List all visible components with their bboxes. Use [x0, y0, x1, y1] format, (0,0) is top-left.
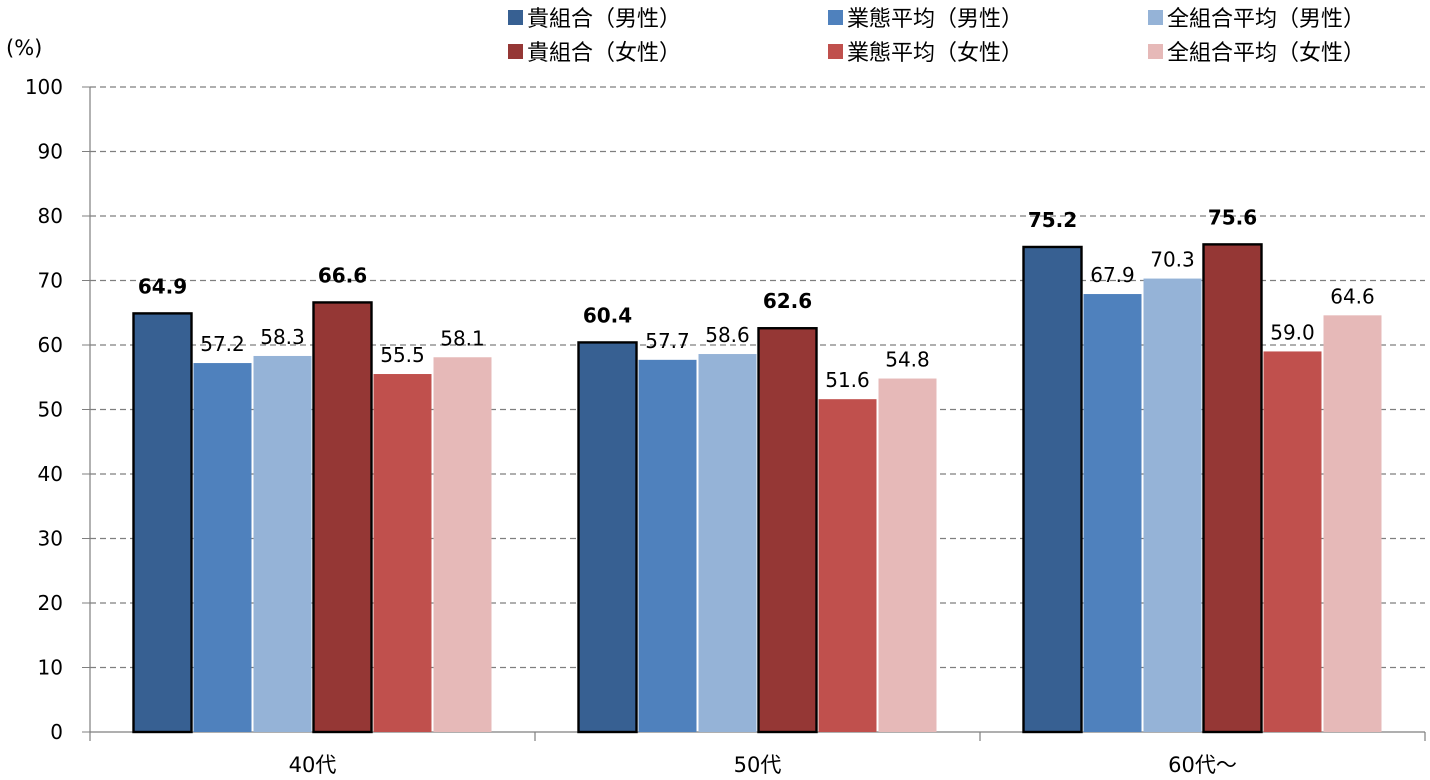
bar	[1143, 278, 1202, 732]
bar	[433, 357, 492, 732]
legend-swatch	[828, 43, 843, 59]
data-label: 54.8	[885, 348, 930, 372]
data-label: 64.9	[138, 274, 187, 298]
legend-label: 貴組合（女性）	[527, 41, 682, 66]
bar	[1202, 243, 1263, 734]
legend-item: 業態平均（女性）	[828, 36, 1023, 66]
bar	[312, 301, 373, 734]
legend-item: 業態平均（男性）	[828, 2, 1023, 32]
y-tick-label: 90	[38, 140, 63, 164]
legend-label: 業態平均（女性）	[847, 41, 1024, 66]
bar	[373, 374, 432, 732]
data-label: 62.6	[763, 289, 812, 313]
bar	[253, 355, 312, 732]
data-label: 55.5	[380, 343, 425, 367]
legend-label: 業態平均（男性）	[847, 7, 1024, 32]
y-tick-label: 0	[50, 720, 63, 744]
bar	[1022, 245, 1083, 734]
legend-swatch	[508, 43, 523, 59]
legend-label: 全組合平均（女性）	[1167, 41, 1366, 66]
legend-swatch	[1148, 9, 1163, 25]
y-tick-label: 50	[38, 398, 63, 422]
category-label: 60代～	[1168, 753, 1237, 777]
chart-legend: 貴組合（男性） 業態平均（男性） 全組合平均（男性） 貴組合（女性） 業態平均（女性） 全…	[508, 2, 1418, 68]
data-label: 58.6	[705, 323, 750, 347]
bar	[193, 363, 252, 732]
data-label: 60.4	[583, 303, 632, 327]
legend-item: 貴組合（女性）	[508, 36, 681, 66]
y-tick-label: 60	[38, 333, 63, 357]
data-label: 57.2	[200, 332, 245, 356]
data-label: 51.6	[825, 368, 870, 392]
bar	[1083, 294, 1142, 732]
y-tick-label: 10	[38, 656, 63, 680]
legend-label: 貴組合（男性）	[527, 7, 682, 32]
category-label: 40代	[289, 753, 337, 777]
data-label: 67.9	[1090, 263, 1135, 287]
data-label: 58.3	[260, 325, 305, 349]
legend-swatch	[508, 9, 523, 25]
category-label: 50代	[734, 753, 782, 777]
legend-label: 全組合平均（男性）	[1167, 7, 1366, 32]
y-tick-label: 80	[38, 204, 63, 228]
bar	[577, 341, 638, 734]
legend-swatch	[1148, 43, 1163, 59]
data-label: 70.3	[1150, 248, 1195, 272]
data-label: 57.7	[645, 329, 690, 353]
y-tick-label: 100	[25, 75, 63, 99]
data-label: 64.6	[1330, 284, 1375, 308]
bar	[878, 378, 937, 732]
bar	[638, 359, 697, 732]
bar	[757, 327, 818, 734]
bar	[698, 354, 757, 732]
legend-item: 貴組合（男性）	[508, 2, 681, 32]
data-label: 75.2	[1028, 208, 1077, 232]
data-label: 58.1	[440, 326, 485, 350]
bar	[1323, 315, 1382, 732]
y-tick-label: 30	[38, 527, 63, 551]
legend-item: 全組合平均（男性）	[1148, 2, 1365, 32]
y-tick-label: 20	[38, 591, 63, 615]
y-tick-label: 70	[38, 269, 63, 293]
legend-item: 全組合平均（女性）	[1148, 36, 1365, 66]
y-tick-label: 40	[38, 462, 63, 486]
bar	[818, 399, 877, 732]
bar	[132, 312, 193, 734]
legend-swatch	[828, 9, 843, 25]
data-label: 75.6	[1208, 205, 1257, 229]
bar	[1263, 351, 1322, 732]
data-label: 59.0	[1270, 320, 1315, 344]
data-label: 66.6	[318, 263, 367, 287]
y-axis-unit: (%)	[6, 36, 43, 60]
